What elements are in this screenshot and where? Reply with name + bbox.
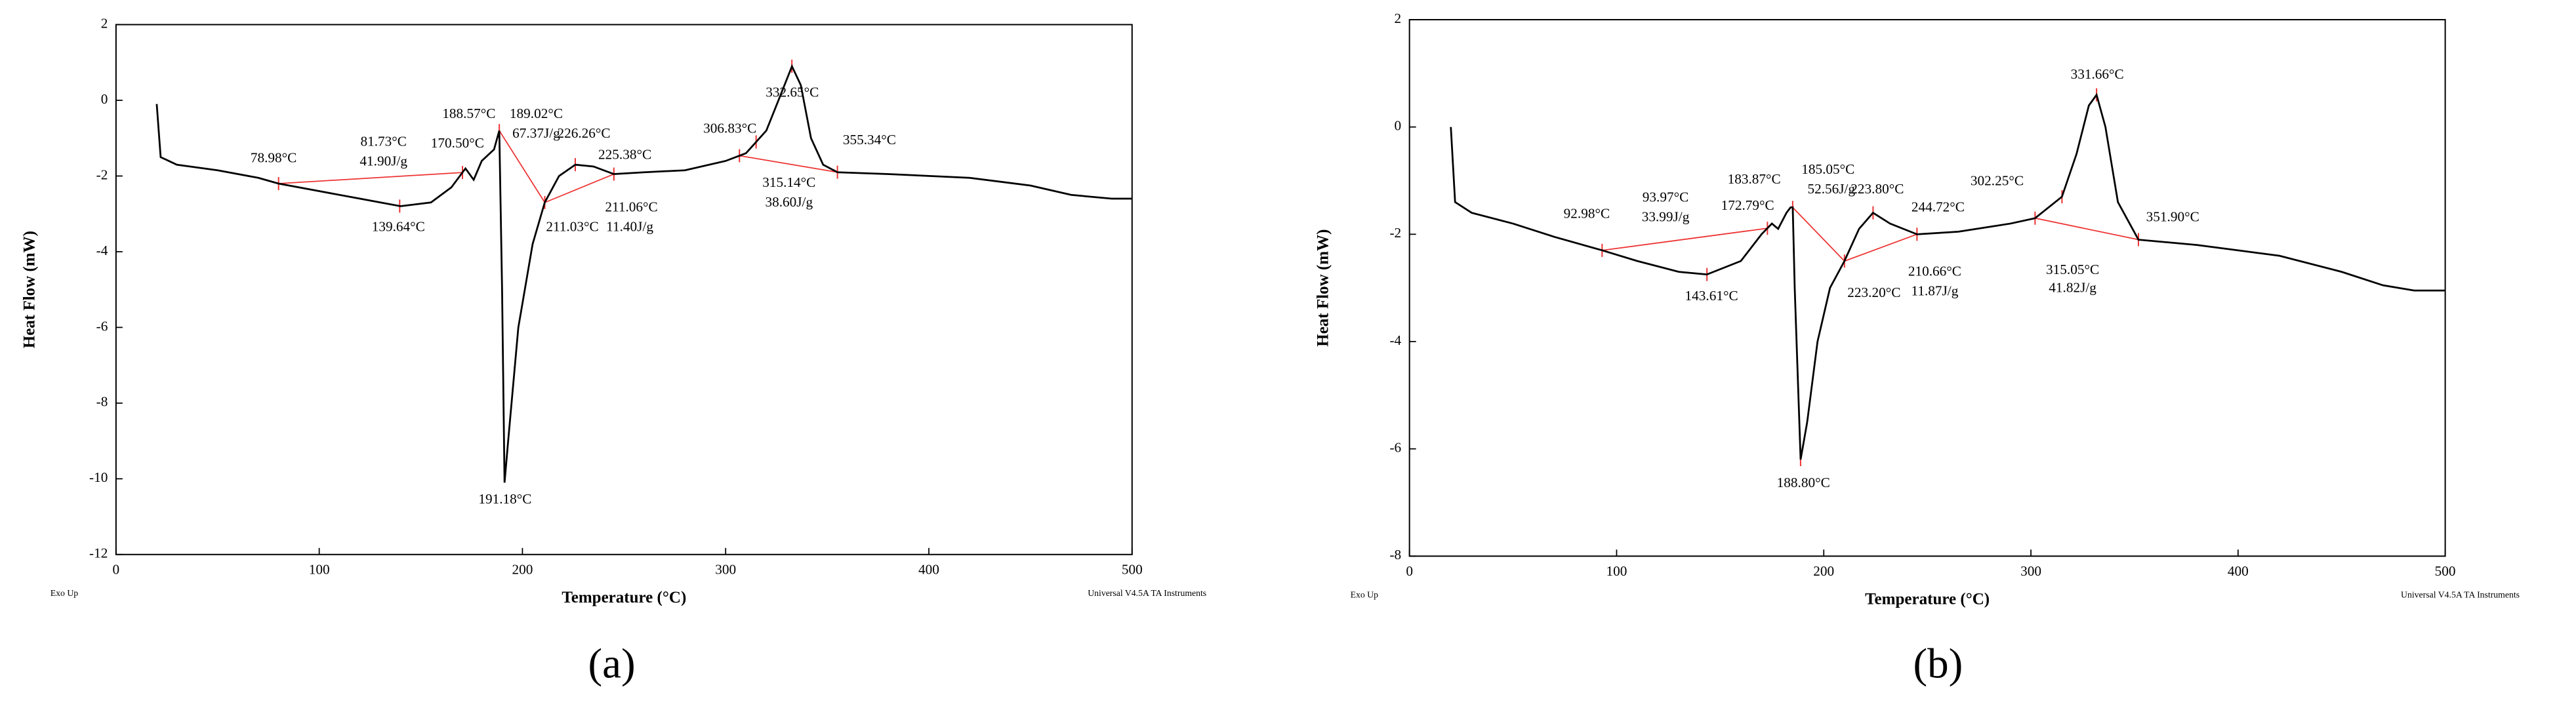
annotation: 244.72°C: [1912, 199, 1965, 215]
annotation: 331.66°C: [2071, 66, 2124, 82]
annotation: 11.87J/g: [1911, 283, 1958, 298]
note-right: Universal V4.5A TA Instruments: [1088, 588, 1206, 598]
annotation: 93.97°C: [1643, 189, 1688, 205]
annotation: 223.80°C: [1850, 181, 1904, 197]
baseline: [1602, 227, 1768, 251]
annotation: 185.05°C: [1801, 161, 1854, 177]
annotation: 191.18°C: [478, 491, 531, 507]
curve: [155, 64, 1132, 483]
x-tick-label: 400: [918, 562, 939, 578]
y-tick-label: -2: [96, 167, 108, 182]
annotation: 223.20°C: [1847, 285, 1900, 300]
panel-label: (a): [588, 640, 635, 687]
y-tick-label: -12: [89, 545, 108, 561]
y-tick-label: -4: [1389, 332, 1401, 348]
y-tick-label: -4: [96, 243, 108, 258]
x-tick-label: 500: [1122, 562, 1143, 578]
annotation: 11.40J/g: [606, 219, 653, 235]
annotation: 81.73°C: [360, 134, 406, 149]
y-tick-label: -8: [1389, 547, 1401, 563]
y-axis-label: Heat Flow (mW): [1314, 229, 1332, 347]
baseline: [1792, 207, 1845, 262]
annotation: 226.26°C: [557, 125, 610, 141]
x-tick-label: 200: [512, 562, 533, 578]
baseline: [2035, 217, 2139, 241]
x-tick-label: 0: [1406, 563, 1413, 579]
x-tick-label: 400: [2228, 563, 2249, 579]
y-tick-label: -2: [1389, 225, 1401, 241]
annotation: 38.60J/g: [765, 194, 813, 210]
annotation: 211.06°C: [605, 199, 657, 215]
annotation: 332.65°C: [766, 85, 819, 100]
x-axis-label: Temperature (°C): [562, 589, 686, 606]
note-left: Exo Up: [1351, 589, 1379, 599]
annotation: 92.98°C: [1564, 206, 1610, 222]
annotation: 67.37J/g: [512, 125, 560, 141]
annotation: 188.57°C: [442, 106, 495, 121]
annotation: 211.03°C: [546, 219, 598, 235]
x-tick-label: 500: [2435, 563, 2456, 579]
y-axis-label: Heat Flow (mW): [20, 231, 38, 348]
x-tick-label: 100: [309, 562, 330, 578]
annotation: 183.87°C: [1728, 171, 1781, 187]
annotation: 143.61°C: [1685, 288, 1738, 304]
x-tick-label: 300: [2020, 563, 2041, 579]
annotation: 189.02°C: [510, 106, 563, 121]
annotation: 78.98°C: [251, 150, 296, 166]
y-tick-label: 0: [101, 91, 108, 107]
panel-label: (b): [1913, 640, 1963, 687]
annotation: 188.80°C: [1777, 475, 1830, 490]
x-tick-label: 300: [715, 562, 736, 578]
x-axis-label: Temperature (°C): [1865, 591, 1990, 608]
y-tick-label: 2: [1395, 10, 1402, 26]
baseline: [278, 172, 463, 184]
y-tick-label: -8: [96, 394, 108, 410]
y-tick-label: -6: [96, 318, 108, 334]
note-left: Exo Up: [51, 588, 79, 598]
annotation: 52.56J/g: [1807, 181, 1855, 197]
annotation: 302.25°C: [1971, 173, 2024, 189]
x-tick-label: 200: [1813, 563, 1834, 579]
y-tick-label: -10: [89, 469, 108, 485]
annotation: 139.64°C: [372, 219, 425, 235]
y-tick-label: -6: [1389, 440, 1401, 456]
annotation: 306.83°C: [703, 121, 756, 136]
baseline: [499, 130, 546, 203]
annotation: 315.05°C: [2046, 262, 2099, 277]
y-tick-label: 0: [1395, 118, 1402, 134]
curve: [1450, 92, 2445, 460]
annotation: 41.90J/g: [359, 153, 407, 169]
x-tick-label: 100: [1606, 563, 1627, 579]
baseline: [1844, 233, 1917, 262]
annotation: 225.38°C: [598, 147, 651, 163]
y-tick-label: 2: [101, 15, 108, 31]
annotation: 351.90°C: [2146, 209, 2199, 225]
annotation: 41.82J/g: [2049, 279, 2096, 295]
annotation: 355.34°C: [843, 132, 896, 148]
note-right: Universal V4.5A TA Instruments: [2401, 589, 2520, 599]
plot-frame: [1408, 19, 2446, 557]
x-tick-label: 0: [113, 562, 120, 578]
baseline: [544, 173, 615, 203]
annotation: 172.79°C: [1721, 197, 1774, 213]
plot-frame: [115, 24, 1133, 555]
annotation: 210.66°C: [1908, 263, 1961, 279]
annotation: 170.50°C: [431, 135, 484, 151]
annotation: 315.14°C: [762, 174, 815, 190]
annotation: 33.99J/g: [1642, 209, 1690, 225]
baseline: [739, 155, 838, 173]
